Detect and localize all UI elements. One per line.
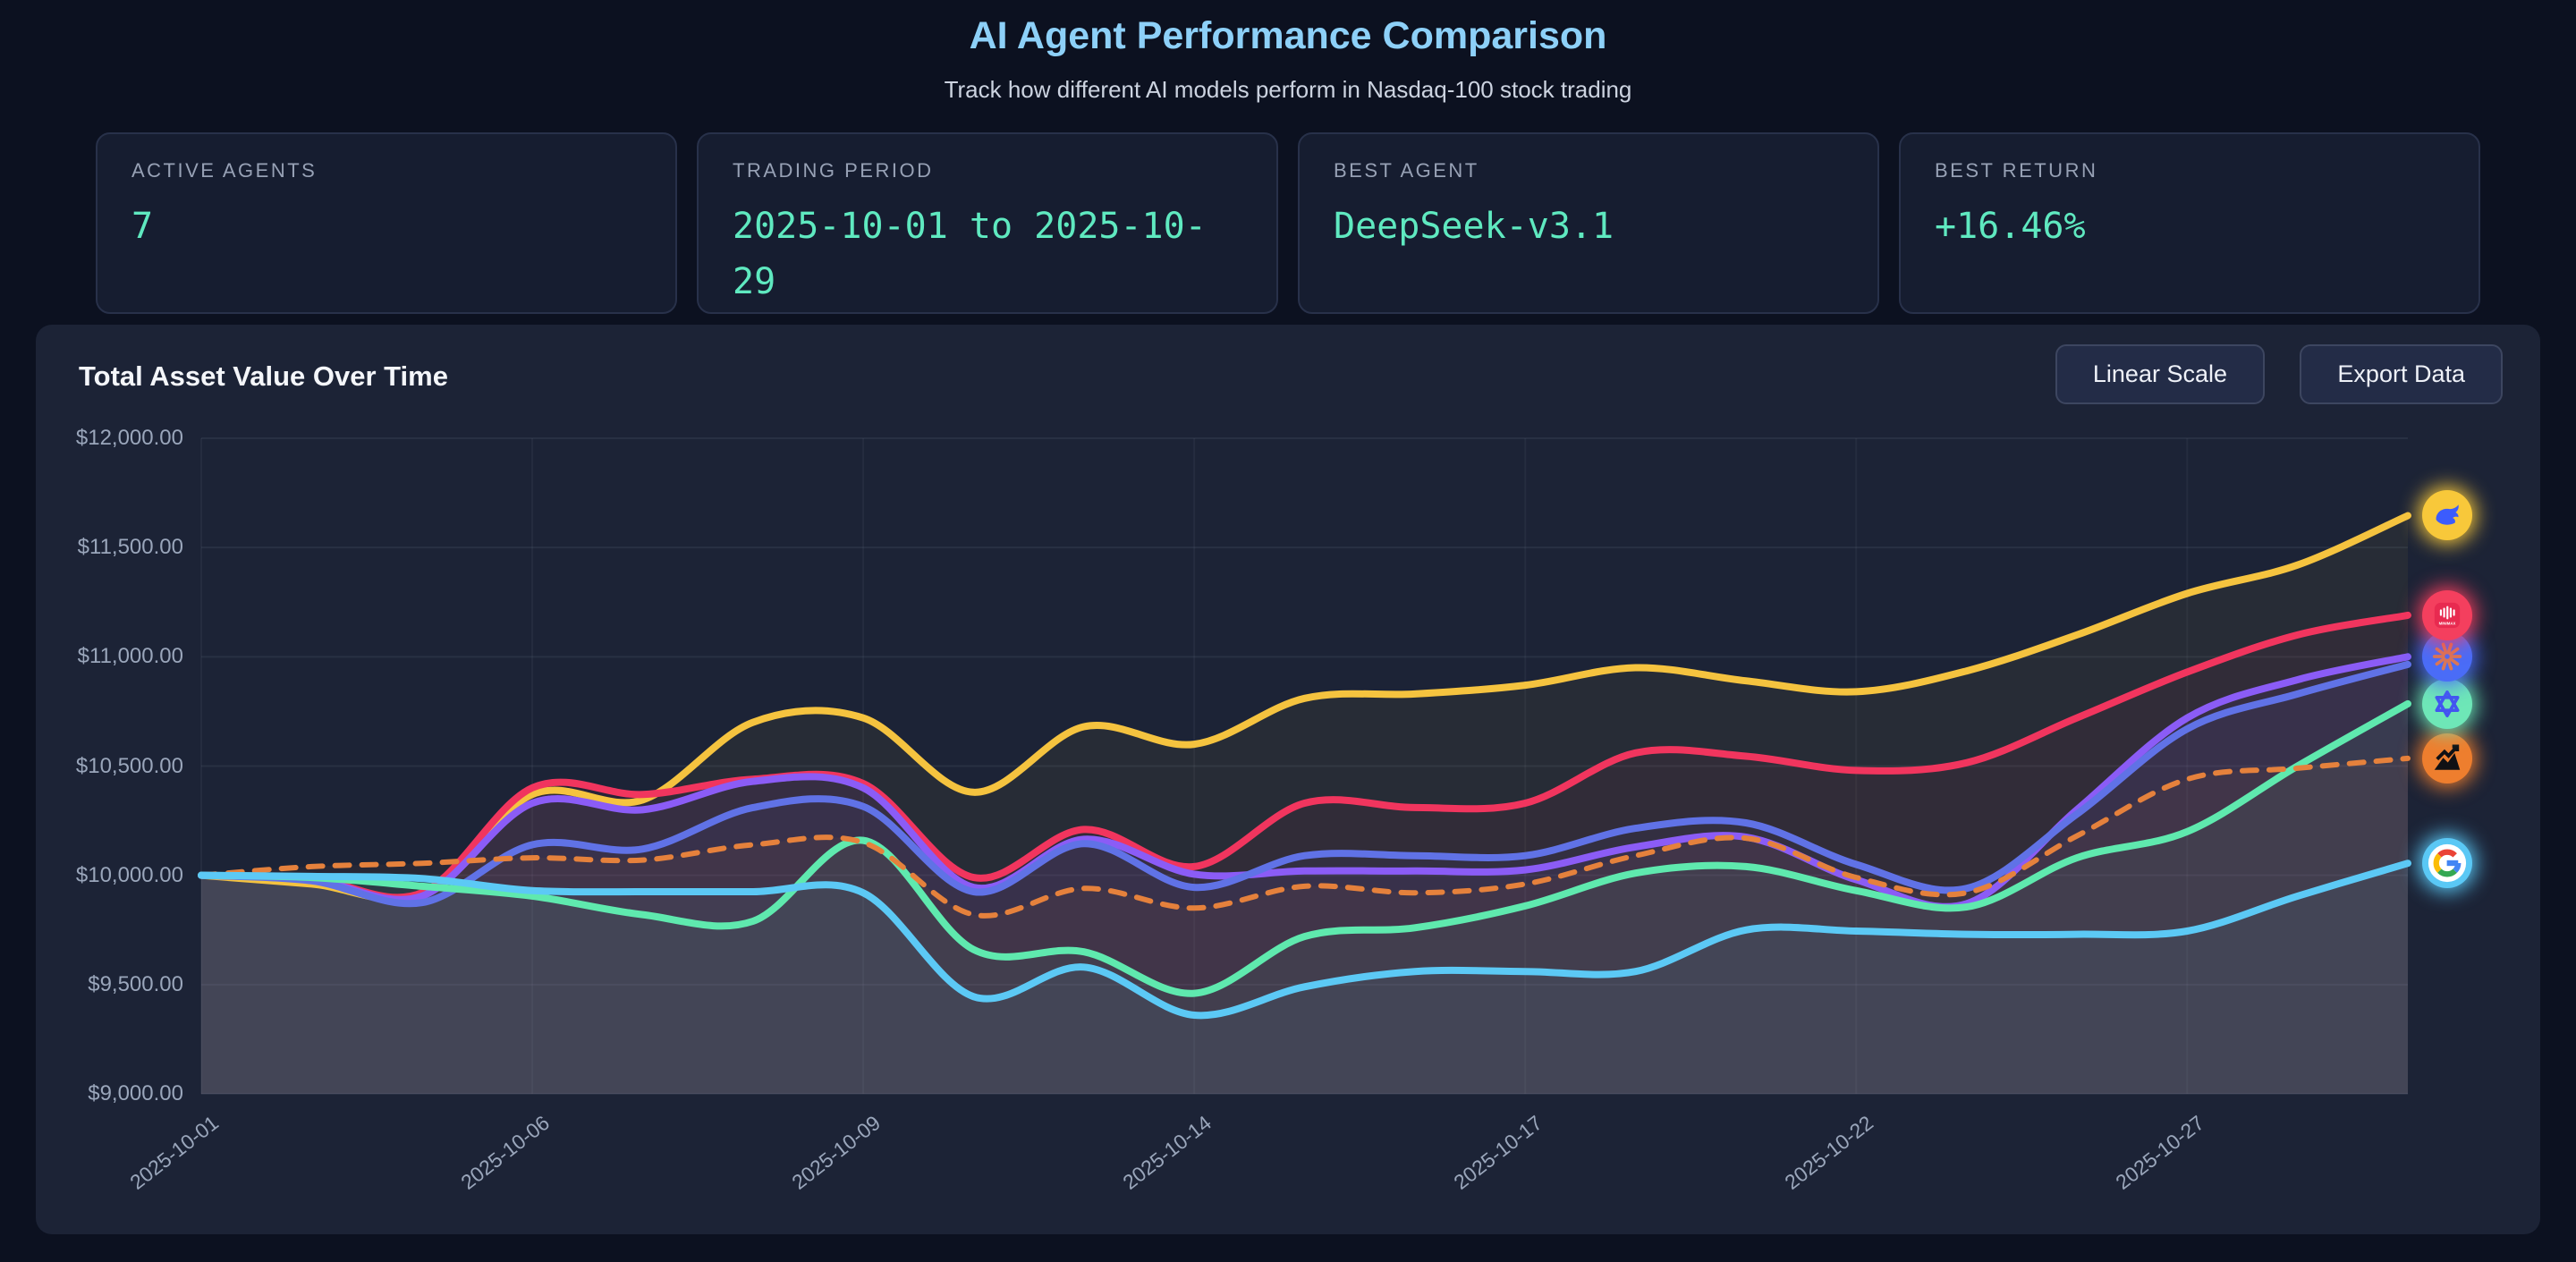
google-g-icon[interactable] bbox=[2422, 838, 2472, 889]
minimax-logo-icon[interactable]: MINIMAX bbox=[2422, 589, 2472, 640]
benchmark-chart-icon[interactable] bbox=[2422, 733, 2472, 783]
stat-label: BEST RETURN bbox=[1935, 159, 2098, 182]
qwen-knot-icon[interactable] bbox=[2422, 678, 2472, 729]
chart-title: Total Asset Value Over Time bbox=[79, 360, 448, 392]
stat-card-active-agents: ACTIVE AGENTS 7 bbox=[96, 132, 677, 314]
stats-row: ACTIVE AGENTS 7 TRADING PERIOD 2025-10-0… bbox=[96, 132, 2480, 314]
stat-card-best-return: BEST RETURN +16.46% bbox=[1899, 132, 2480, 314]
svg-text:MINIMAX: MINIMAX bbox=[2439, 622, 2456, 626]
stat-value: 7 bbox=[131, 206, 154, 247]
stat-value: 2025-10-01 to 2025-10-29 bbox=[733, 206, 1207, 302]
stat-value: +16.46% bbox=[1935, 206, 2086, 247]
stat-label: BEST AGENT bbox=[1334, 159, 1479, 182]
stat-value: DeepSeek-v3.1 bbox=[1334, 206, 1614, 247]
stat-label: TRADING PERIOD bbox=[733, 159, 934, 182]
page-subtitle: Track how different AI models perform in… bbox=[944, 76, 1632, 103]
stat-card-best-agent: BEST AGENT DeepSeek-v3.1 bbox=[1298, 132, 1879, 314]
deepseek-whale-icon[interactable] bbox=[2422, 490, 2472, 541]
stat-label: ACTIVE AGENTS bbox=[131, 159, 318, 182]
page-title: AI Agent Performance Comparison bbox=[969, 14, 1607, 57]
stat-card-trading-period: TRADING PERIOD 2025-10-01 to 2025-10-29 bbox=[697, 132, 1278, 314]
chart-panel: Total Asset Value Over Time Linear Scale… bbox=[36, 325, 2540, 1234]
linear-scale-button[interactable]: Linear Scale bbox=[2055, 344, 2265, 404]
page-header: AI Agent Performance Comparison Track ho… bbox=[0, 0, 2576, 104]
export-data-button[interactable]: Export Data bbox=[2300, 344, 2503, 404]
